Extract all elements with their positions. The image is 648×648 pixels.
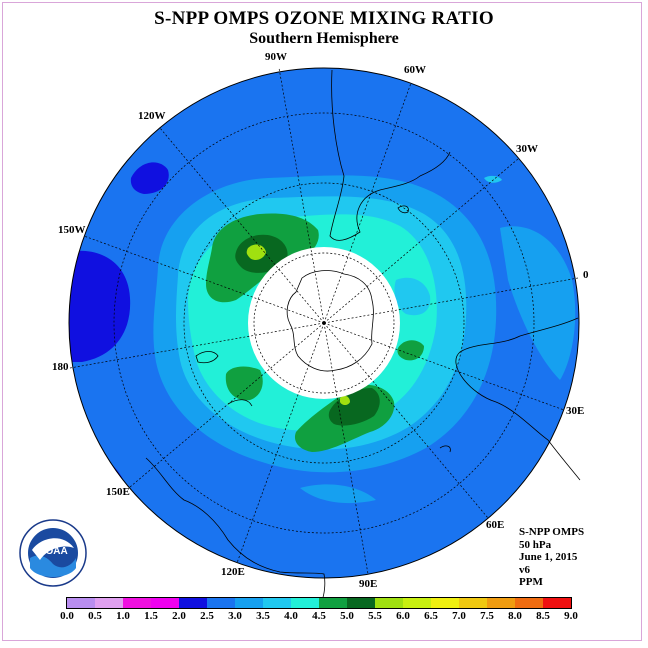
lon-label-120e: 120E (221, 566, 245, 578)
colorbar-tick-label: 4.5 (312, 610, 326, 622)
colorbar-tick-label: 1.5 (144, 610, 158, 622)
ozone-level-4-5-southwest (225, 366, 263, 401)
colorbar-bin (347, 598, 375, 608)
colorbar-bin (487, 598, 515, 608)
colorbar-tick-label: 6.5 (424, 610, 438, 622)
noaa-logo-icon: NOAA (19, 519, 87, 587)
colorbar-bin (123, 598, 151, 608)
ozone-level-4-5-east (397, 340, 424, 361)
meridian-120w (159, 127, 325, 324)
colorbar-bin (291, 598, 319, 608)
meridian-0 (323, 277, 579, 324)
colorbar-bin (431, 598, 459, 608)
colorbar-tick-label: 4.0 (284, 610, 298, 622)
lon-label-90e: 90E (359, 578, 378, 590)
meridian-90e (323, 322, 369, 575)
south-pole-marker (322, 321, 326, 325)
colorbar-bin (459, 598, 487, 608)
latitude-circle-40s (113, 112, 535, 534)
colorbar-bin (403, 598, 431, 608)
map-boundary (68, 67, 580, 579)
page-frame (2, 2, 642, 641)
meridian-120e (236, 322, 325, 564)
info-date: June 1, 2015 (519, 551, 578, 563)
info-product: S-NPP OMPS (519, 526, 585, 538)
info-version: v6 (519, 563, 530, 576)
product-info: S-NPP OMPS 50 hPa June 1, 2015 v6 PPM (519, 526, 584, 589)
noaa-logo-text: NOAA (38, 546, 67, 557)
colorbar-tick-label: 2.5 (200, 610, 214, 622)
lon-label-60w: 60W (404, 64, 426, 76)
lon-label-0: 0 (583, 269, 589, 281)
colorbar-tick-label: 7.0 (452, 610, 466, 622)
coastlines (145, 69, 581, 601)
colorbar-tick-label: 0.0 (60, 610, 74, 622)
colorbar-bin (543, 598, 571, 608)
colorbar-bin (235, 598, 263, 608)
colorbar-bin (95, 598, 123, 608)
colorbar-tick-label: 6.0 (396, 610, 410, 622)
ozone-level-5-0-south (328, 388, 380, 426)
colorbar-tick-label: 2.0 (172, 610, 186, 622)
kerguelen-coastline (439, 445, 451, 453)
colorbar-bin (375, 598, 403, 608)
colorbar-ticks: 0.0 0.5 1.0 1.5 2.0 2.5 3.0 3.5 4.0 4.5 5.0 5.5 6.0 6… (52, 610, 612, 624)
colorbar-bin (207, 598, 235, 608)
colorbar-tick-label: 8.0 (508, 610, 522, 622)
colorbar-bin (515, 598, 543, 608)
info-units: PPM (519, 576, 543, 588)
meridian-60w (323, 82, 412, 324)
antarctica-coastline (286, 270, 374, 372)
ozone-level-3-5-inner (394, 277, 431, 316)
lon-label-180: 180 (52, 361, 69, 373)
colorbar-tick-label: 0.5 (88, 610, 102, 622)
colorbar-tick-label: 8.5 (536, 610, 550, 622)
africa-coastline (455, 317, 581, 481)
colorbar-tick-label: 5.5 (368, 610, 382, 622)
lon-label-120w: 120W (138, 110, 166, 122)
ozone-level-5-5-south (340, 395, 350, 405)
lon-label-150w: 150W (58, 224, 86, 236)
meridian-180 (69, 322, 325, 369)
colorbar-bin (179, 598, 207, 608)
ozone-level-3-0-south (300, 484, 376, 504)
latitude-circle-60s (183, 182, 465, 464)
lon-label-90w: 90W (265, 51, 287, 63)
meridian-90w (278, 67, 325, 324)
meridian-150w (83, 235, 325, 324)
lon-label-30w: 30W (516, 143, 538, 155)
latitude-circle-80s (253, 252, 395, 394)
falkland-islands-coastline (397, 205, 409, 214)
graticule (69, 67, 579, 575)
colorbar (66, 597, 572, 609)
info-level: 50 hPa (519, 538, 552, 551)
ozone-level-3-5-small (484, 175, 502, 183)
colorbar-bin (319, 598, 347, 608)
ozone-level-2-0-northwest (130, 162, 169, 194)
colorbar-bin (67, 598, 95, 608)
australia-coastline (145, 457, 326, 601)
lon-label-150e: 150E (106, 486, 130, 498)
lon-label-30e: 30E (566, 405, 585, 417)
south-america-coastline (329, 69, 451, 241)
lon-label-60e: 60E (486, 519, 505, 531)
colorbar-tick-label: 1.0 (116, 610, 130, 622)
meridian-30e (323, 322, 565, 411)
colorbar-bin (263, 598, 291, 608)
meridian-60e (323, 322, 489, 519)
map-title: S-NPP OMPS OZONE MIXING RATIO (154, 8, 494, 29)
map-subtitle: Southern Hemisphere (249, 30, 399, 47)
colorbar-bin (151, 598, 179, 608)
ozone-level-3-0-east (500, 226, 576, 380)
new-zealand-coastline (195, 351, 219, 364)
colorbar-tick-label: 3.5 (256, 610, 270, 622)
tasmania-coastline (227, 399, 253, 407)
colorbar-tick-label: 3.0 (228, 610, 242, 622)
colorbar-tick-label: 5.0 (340, 610, 354, 622)
colorbar-tick-label: 9.0 (564, 610, 578, 622)
colorbar-tick-label: 7.5 (480, 610, 494, 622)
